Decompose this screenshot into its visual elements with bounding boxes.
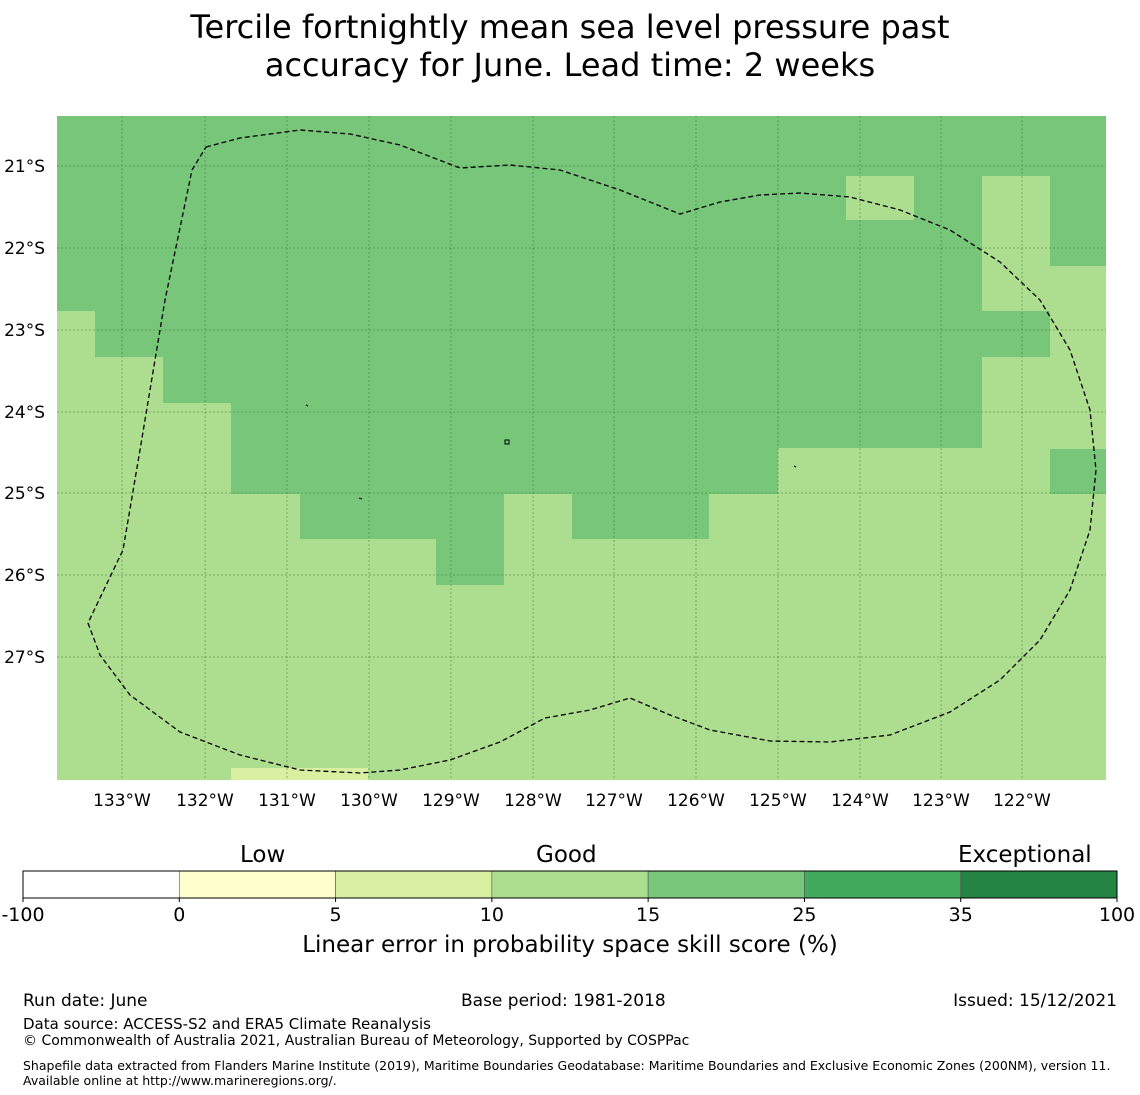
latitude-tick-label: 24°S [4, 403, 45, 423]
data-source: Data source: ACCESS-S2 and ERA5 Climate … [23, 1015, 431, 1033]
longitude-tick-label: 130°W [340, 791, 398, 811]
skill-grid [57, 116, 1106, 780]
base-period: Base period: 1981-2018 [461, 991, 666, 1011]
latitude-tick-label: 25°S [4, 484, 45, 504]
longitude-tick-label: 127°W [585, 791, 643, 811]
latitude-tick-label: 22°S [4, 239, 45, 259]
colorbar-segment [804, 870, 962, 899]
legend-label-exceptional: Exceptional [958, 842, 1092, 868]
island-marker [305, 404, 309, 407]
skill-cell [57, 116, 1106, 585]
graticule [57, 116, 1106, 780]
colorbar-frame [22, 870, 1118, 899]
title-line-1: Tercile fortnightly mean sea level press… [190, 8, 950, 46]
colorbar-tick-label: -100 [1, 904, 44, 926]
colorbar [22, 870, 1118, 899]
colorbar-segment [960, 870, 1118, 899]
skill-cell [231, 768, 368, 780]
longitude-tick-label: 125°W [749, 791, 807, 811]
latitude-labels: 21°S 22°S 23°S 24°S 25°S 26°S 27°S [4, 157, 45, 668]
longitude-tick-label: 128°W [504, 791, 562, 811]
colorbar-tick-label: 0 [173, 904, 185, 926]
colorbar-tick-label: 10 [480, 904, 504, 926]
island-marker [504, 439, 510, 445]
island-marker [358, 497, 363, 500]
shapefile-credit: Shapefile data extracted from Flanders M… [23, 1058, 1111, 1088]
colorbar-tick-label: 100 [1099, 904, 1135, 926]
latitude-tick-label: 26°S [4, 566, 45, 586]
colorbar-segment [178, 870, 336, 899]
colorbar-segment [647, 870, 805, 899]
colorbar-segment [335, 870, 493, 899]
issued-date: Issued: 15/12/2021 [953, 991, 1117, 1011]
colorbar-tick-label: 5 [330, 904, 342, 926]
skill-cell [982, 176, 1050, 311]
latitude-tick-label: 21°S [4, 157, 45, 177]
colorbar-segment [491, 870, 649, 899]
longitude-tick-label: 122°W [993, 791, 1051, 811]
colorbar-segment [22, 870, 180, 899]
latitude-tick-label: 23°S [4, 321, 45, 341]
legend-label-good: Good [536, 842, 597, 868]
map-title: Tercile fortnightly mean sea level press… [0, 8, 1140, 84]
legend-label-low: Low [240, 842, 286, 868]
run-date: Run date: June [23, 991, 148, 1011]
eez-boundary [87, 129, 1097, 774]
latitude-tick-label: 27°S [4, 648, 45, 668]
colorbar-tick-label: 35 [949, 904, 973, 926]
longitude-tick-label: 124°W [831, 791, 889, 811]
copyright: © Commonwealth of Australia 2021, Austra… [23, 1033, 690, 1049]
longitude-tick-label: 132°W [176, 791, 234, 811]
colorbar-tick-label: 25 [792, 904, 816, 926]
colorbar-title: Linear error in probability space skill … [302, 932, 838, 958]
skill-cell [1050, 449, 1106, 494]
longitude-tick-label: 129°W [422, 791, 480, 811]
longitude-tick-label: 133°W [93, 791, 151, 811]
skill-cell [846, 176, 914, 220]
longitude-tick-label: 126°W [667, 791, 725, 811]
longitude-tick-label: 131°W [258, 791, 316, 811]
colorbar-ticks: -100 0 5 10 15 25 35 100 [1, 898, 1135, 926]
title-line-2: accuracy for June. Lead time: 2 weeks [264, 46, 876, 84]
longitude-labels: 133°W 132°W 131°W 130°W 129°W 128°W 127°W 126°W… [93, 791, 1051, 811]
colorbar-tick-label: 15 [636, 904, 660, 926]
longitude-tick-label: 123°W [912, 791, 970, 811]
island-marker [793, 465, 797, 468]
